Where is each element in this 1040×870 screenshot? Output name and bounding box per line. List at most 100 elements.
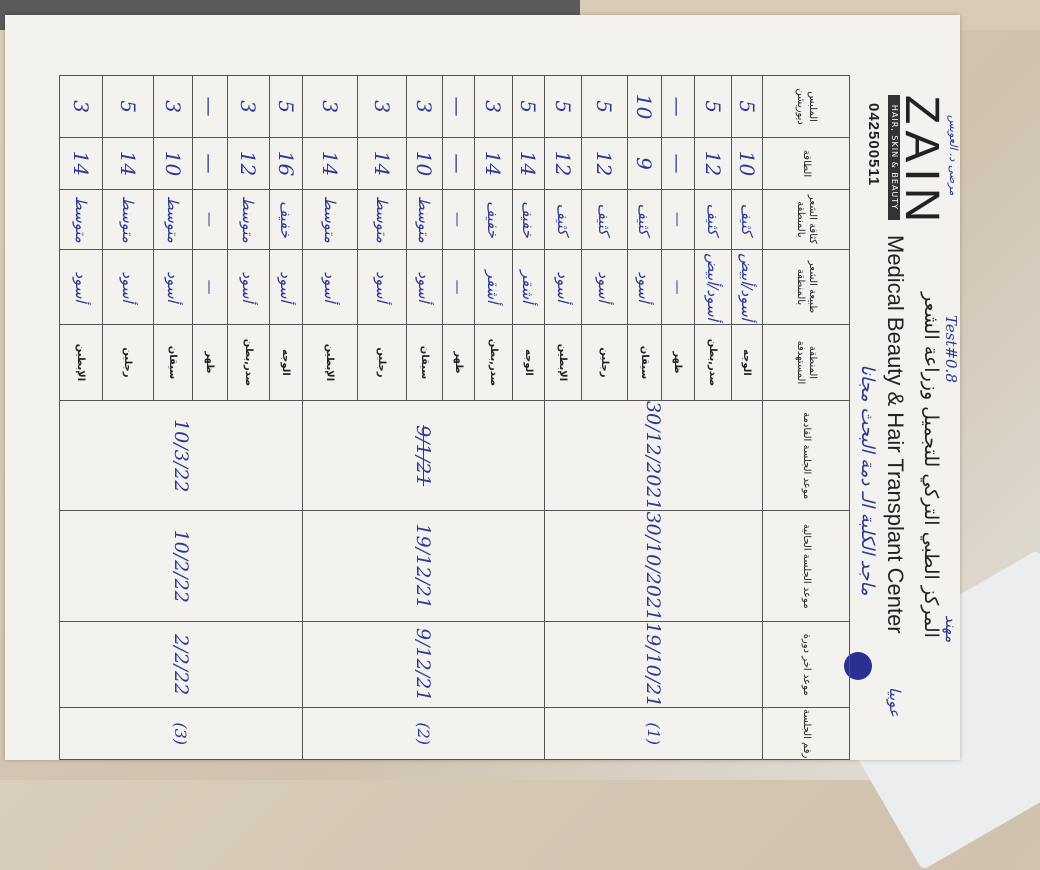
hair-nature: أسود xyxy=(627,249,662,325)
handwritten-test-note: Test#0.8 xyxy=(942,315,960,383)
hair-nature: — xyxy=(661,249,695,325)
hair-density: كثيف xyxy=(544,189,582,250)
hair-nature: أشقر xyxy=(474,249,513,325)
hair-density: متوسط xyxy=(102,189,154,250)
target-area: سيقان xyxy=(153,324,193,401)
target-area: ظهر xyxy=(661,324,695,401)
next-session-date: 9/1/21 xyxy=(302,400,545,511)
pulse-duration: — xyxy=(661,75,695,138)
target-area: رجلين xyxy=(357,324,407,401)
energy-value: — xyxy=(192,137,228,190)
column-header: الطاقة xyxy=(762,137,850,190)
hair-nature: أسود xyxy=(544,249,582,325)
pulse-duration: 5 xyxy=(102,75,154,138)
target-area: الإبطين xyxy=(302,324,358,401)
hair-nature: أسود/أبيض xyxy=(694,249,732,325)
phone-number: 042500511 xyxy=(865,103,882,187)
handwritten-side-note: عوبيا xyxy=(886,687,904,717)
hair-density: خفيف xyxy=(512,189,545,250)
hair-nature: — xyxy=(192,249,228,325)
next-session-date: 30/12/2021 xyxy=(544,400,763,511)
energy-value: 12 xyxy=(581,137,628,190)
last-cycle-date: 9/12/21 xyxy=(302,621,545,708)
session-number: (1) xyxy=(544,707,763,760)
hair-density: خفيف xyxy=(474,189,513,250)
pulse-duration: 5 xyxy=(544,75,582,138)
pulse-duration: — xyxy=(442,75,475,138)
table-row: (2) 9/12/21 19/12/21 9/1/21 الوجه أشقر خفيف 14 5 xyxy=(302,75,545,760)
energy-value: 12 xyxy=(227,137,270,190)
hair-density: — xyxy=(192,189,228,250)
energy-value: 14 xyxy=(102,137,154,190)
pulse-duration: 3 xyxy=(227,75,270,138)
energy-value: 16 xyxy=(269,137,303,190)
next-session-date: 10/3/22 xyxy=(59,400,303,511)
hair-density: متوسط xyxy=(302,189,358,250)
hair-nature: أسود xyxy=(59,249,103,325)
hair-density: متوسط xyxy=(153,189,193,250)
hair-density: متوسط xyxy=(357,189,407,250)
handwritten-top-left-note: مرضى د. العويس xyxy=(947,115,960,196)
pulse-duration: — xyxy=(192,75,228,138)
hair-density: كثيف xyxy=(694,189,732,250)
energy-value: 12 xyxy=(694,137,732,190)
current-session-date: 30/10/2021 xyxy=(544,510,763,622)
target-area: ظهر xyxy=(442,324,475,401)
pulse-duration: 3 xyxy=(302,75,358,138)
last-cycle-date: 2/2/22 xyxy=(59,621,303,708)
logo-word: ZAIN xyxy=(895,95,948,229)
target-area: الإبطين xyxy=(59,324,103,401)
target-area: صدر,بطن xyxy=(227,324,270,401)
target-area: صدر,بطن xyxy=(694,324,732,401)
pulse-duration: 5 xyxy=(581,75,628,138)
hair-density: كثيف xyxy=(731,189,763,250)
energy-value: — xyxy=(661,137,695,190)
hair-nature: أسود xyxy=(357,249,407,325)
logo-tagline: HAIR, SKIN & BEAUTY xyxy=(888,95,900,220)
pulse-duration: 10 xyxy=(627,75,662,138)
last-cycle-date: 19/10/21 xyxy=(544,621,763,708)
column-header: الملبس ديوريشن xyxy=(762,75,850,138)
target-area: الوجه xyxy=(731,324,763,401)
header-row: رقم الجلسة موعد اخر دورة موعد الجلسة الحال… xyxy=(762,75,850,760)
hair-nature: أسود xyxy=(302,249,358,325)
table-row: (3) 2/2/22 10/2/22 10/3/22 الوجه أسود خفيف 16 5 xyxy=(59,75,303,760)
hair-density: متوسط xyxy=(406,189,443,250)
target-area: ظهر xyxy=(192,324,228,401)
hair-nature: أسود/أبيض xyxy=(731,249,763,325)
energy-value: 14 xyxy=(357,137,407,190)
column-header: طبيعة الشعر بالمنطقة xyxy=(762,249,850,325)
pulse-duration: 3 xyxy=(153,75,193,138)
sessions-table: رقم الجلسة موعد اخر دورة موعد الجلسة الحال… xyxy=(59,75,850,760)
hair-density: متوسط xyxy=(227,189,270,250)
current-session-date: 10/2/22 xyxy=(59,510,303,622)
target-area: الوجه xyxy=(269,324,303,401)
target-area: رجلين xyxy=(581,324,628,401)
pulse-duration: 3 xyxy=(474,75,513,138)
hair-nature: أسود xyxy=(269,249,303,325)
column-header: المنطقة المستهدفة xyxy=(762,324,850,401)
energy-value: 9 xyxy=(627,137,662,190)
target-area: سيقان xyxy=(627,324,662,401)
title-english: Medical Beauty & Hair Transplant Center xyxy=(883,235,908,634)
session-number: (2) xyxy=(302,707,545,760)
column-header: رقم الجلسة xyxy=(762,707,850,760)
energy-value: 12 xyxy=(544,137,582,190)
energy-value: 14 xyxy=(59,137,103,190)
pulse-duration: 5 xyxy=(694,75,732,138)
column-header: موعد اخر دورة xyxy=(762,621,850,708)
pulse-duration: 5 xyxy=(512,75,545,138)
pulse-duration: 3 xyxy=(357,75,407,138)
energy-value: 14 xyxy=(512,137,545,190)
hair-nature: أسود xyxy=(227,249,270,325)
table-row: (1) 19/10/21 30/10/2021 30/12/2021 الوجه أسود… xyxy=(544,75,763,760)
pulse-duration: 3 xyxy=(59,75,103,138)
energy-value: 10 xyxy=(153,137,193,190)
hair-nature: أسود xyxy=(581,249,628,325)
handwritten-top-right-note: مهند xyxy=(942,615,960,643)
target-area: الوجه xyxy=(512,324,545,401)
energy-value: 10 xyxy=(406,137,443,190)
hair-nature: أشقر xyxy=(512,249,545,325)
zain-logo: ZAIN HAIR, SKIN & BEAUTY xyxy=(888,95,948,229)
paper-form: Test#0.8 مهند مرضى د. العويس ZAIN HAIR, … xyxy=(5,15,960,760)
